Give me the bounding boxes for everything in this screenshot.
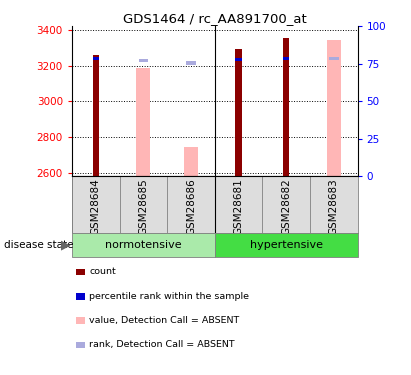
Bar <box>136 68 150 176</box>
Bar <box>236 49 242 176</box>
Text: GSM28681: GSM28681 <box>233 178 244 235</box>
Text: disease state: disease state <box>4 240 74 250</box>
Bar <box>184 147 198 176</box>
Text: GSM28684: GSM28684 <box>91 178 101 235</box>
Text: count: count <box>89 267 116 276</box>
Text: normotensive: normotensive <box>105 240 182 250</box>
Text: GSM28685: GSM28685 <box>139 178 148 235</box>
Text: hypertensive: hypertensive <box>249 240 323 250</box>
Bar <box>92 57 99 60</box>
Text: rank, Detection Call = ABSENT: rank, Detection Call = ABSENT <box>89 340 235 350</box>
Text: percentile rank within the sample: percentile rank within the sample <box>89 292 249 301</box>
Bar <box>329 57 339 60</box>
Bar <box>283 57 289 60</box>
Text: value, Detection Call = ABSENT: value, Detection Call = ABSENT <box>89 316 240 325</box>
Text: GSM28686: GSM28686 <box>186 178 196 235</box>
Text: ▶: ▶ <box>61 238 70 251</box>
Bar <box>327 40 341 176</box>
Bar <box>236 58 242 61</box>
Bar <box>186 62 196 64</box>
Bar <box>139 59 148 62</box>
Bar <box>72 232 215 257</box>
Text: GSM28682: GSM28682 <box>281 178 291 235</box>
Bar <box>283 38 289 176</box>
Bar <box>92 55 99 176</box>
Bar <box>215 232 358 257</box>
Text: GSM28683: GSM28683 <box>329 178 339 235</box>
Title: GDS1464 / rc_AA891700_at: GDS1464 / rc_AA891700_at <box>123 12 307 25</box>
